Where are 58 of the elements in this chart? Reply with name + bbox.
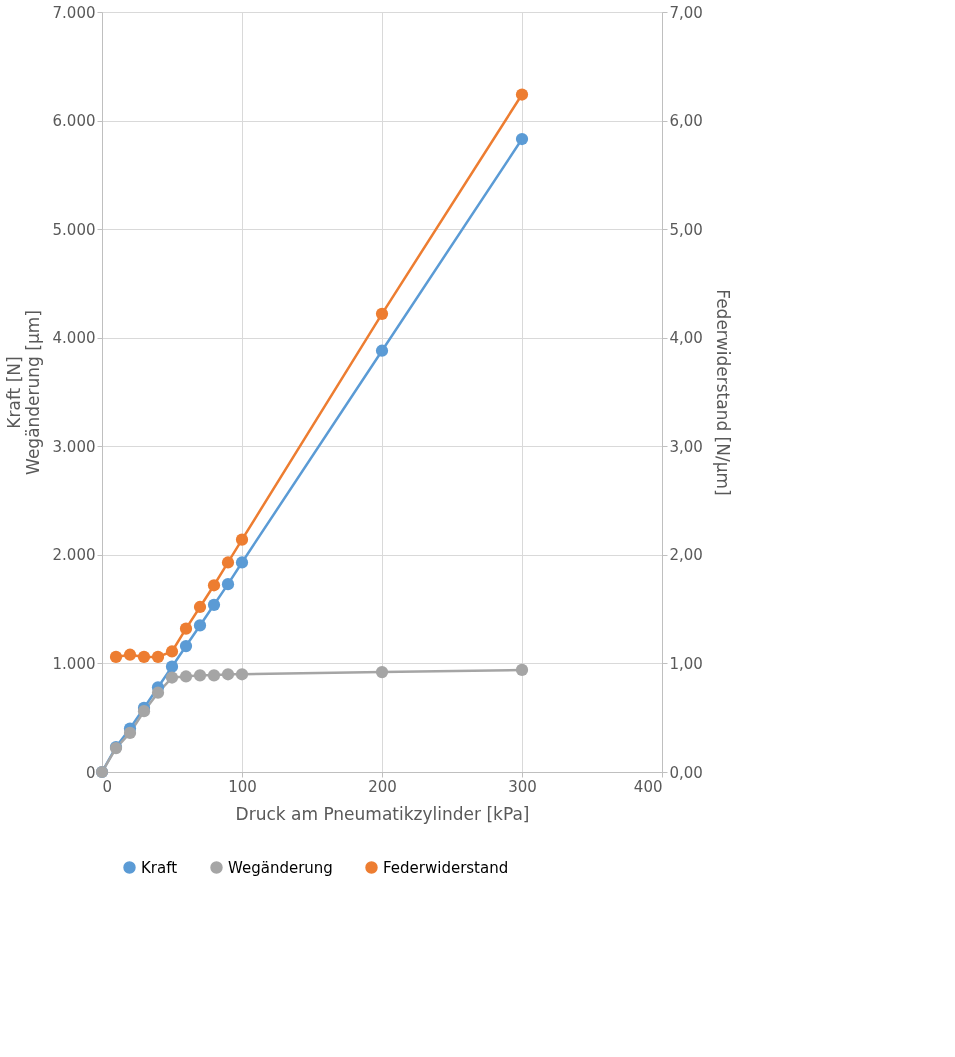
point: [235, 533, 249, 546]
point: [375, 307, 389, 320]
point: [235, 556, 249, 569]
x-tick-label: 300: [508, 777, 537, 796]
point: [165, 645, 179, 658]
point: [151, 650, 165, 664]
y-tick-label: 2.000: [52, 546, 96, 565]
y-tick-label: 6.000: [52, 112, 96, 131]
y2-tick-label: 2,00: [669, 546, 703, 565]
point: [193, 619, 207, 632]
point: [123, 726, 137, 740]
point: [375, 344, 389, 357]
point: [207, 669, 221, 682]
point: [221, 578, 235, 591]
x-tick-label: 100: [228, 777, 257, 796]
y-axis-title: Kraft [N] Wegänderung [µm]: [3, 310, 43, 475]
y2-tick-label: 6,00: [669, 112, 703, 131]
legend-label: Kraft: [141, 858, 178, 877]
y2-axis-title: Federwiderstand [N/µm]: [712, 289, 733, 496]
y-tick-label: 7.000: [52, 3, 96, 22]
x-tick-label: 0: [102, 777, 113, 796]
y2-tick-label: 7,00: [669, 3, 703, 22]
point: [123, 648, 137, 661]
y-tick-label: 3.000: [52, 437, 96, 456]
point: [193, 600, 207, 614]
point: [221, 668, 235, 681]
y2-tick-label: 4,00: [669, 329, 703, 348]
point: [151, 686, 165, 699]
point: [165, 671, 179, 684]
point: [207, 579, 221, 592]
legend-label: Wegänderung: [228, 858, 333, 877]
point: [179, 639, 193, 653]
y-tick-label: 5.000: [52, 220, 96, 239]
point: [515, 88, 529, 101]
y-tick-label: 1.000: [52, 654, 96, 673]
y2-tick-label: 3,00: [669, 437, 703, 456]
point: [179, 622, 193, 635]
point: [235, 668, 249, 681]
y-tick-label: 4.000: [52, 329, 96, 348]
point: [207, 598, 221, 611]
point: [109, 650, 123, 664]
x-tick-label: 200: [368, 777, 397, 796]
point: [137, 705, 151, 718]
y-tick-label: 0: [85, 763, 96, 782]
point: [165, 660, 179, 673]
point: [515, 663, 529, 677]
y2-tick-label: 1,00: [669, 654, 703, 673]
x-axis-title: Druck am Pneumatikzylinder [kPa]: [235, 803, 530, 824]
point: [193, 669, 207, 682]
point: [179, 670, 193, 683]
y2-tick-label: 5,00: [669, 220, 703, 239]
y2-tick-label: 0,00: [669, 763, 703, 782]
point: [137, 650, 151, 664]
point: [221, 556, 235, 569]
point: [375, 666, 389, 679]
point: [515, 132, 529, 146]
x-tick-label: 400: [633, 777, 663, 796]
legend-label: Federwiderstand: [383, 858, 509, 877]
